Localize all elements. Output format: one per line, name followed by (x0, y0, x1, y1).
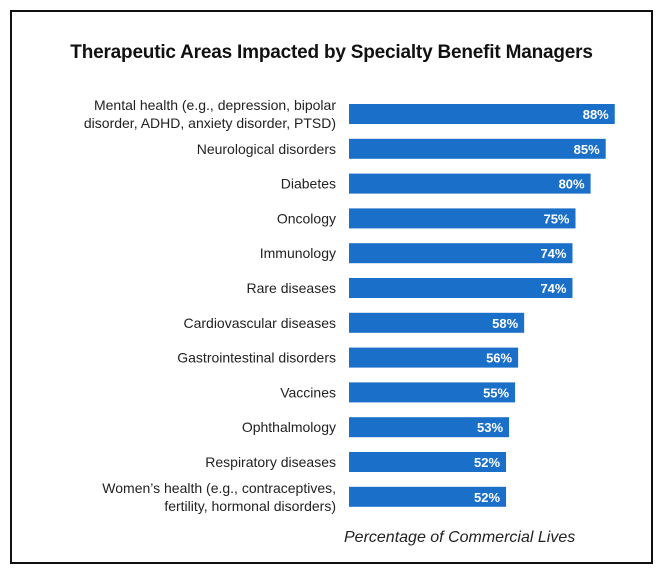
data-label: 74% (540, 281, 566, 296)
data-label: 85% (574, 142, 600, 157)
bar (349, 312, 525, 333)
category-label: Vaccines (280, 384, 336, 400)
bar (349, 382, 516, 403)
category-label: Mental health (e.g., depression, bipolar (94, 97, 336, 113)
bar (349, 452, 507, 472)
category-label: Cardiovascular diseases (183, 315, 336, 331)
bar (349, 104, 615, 124)
category-label: Immunology (260, 245, 336, 261)
category-label: Diabetes (281, 176, 336, 192)
category-label: Women’s health (e.g., contraceptives, (102, 480, 336, 496)
bar (349, 243, 573, 264)
data-label: 52% (474, 455, 500, 470)
bar (349, 278, 573, 298)
bar (349, 138, 606, 159)
x-axis-label: Percentage of Commercial Lives (344, 529, 576, 546)
bar (349, 347, 519, 368)
category-label: Gastrointestinal disorders (177, 350, 336, 366)
data-label: 80% (559, 177, 585, 192)
bar (349, 173, 591, 194)
data-label: 56% (486, 351, 512, 366)
category-label: Rare diseases (247, 280, 337, 296)
data-label: 58% (492, 316, 518, 331)
data-label: 53% (477, 420, 503, 435)
chart-title: Therapeutic Areas Impacted by Specialty … (70, 42, 593, 63)
category-label: Neurological disorders (197, 141, 336, 157)
data-label: 55% (483, 385, 509, 400)
chart-frame (10, 10, 653, 564)
category-label: Respiratory diseases (205, 454, 336, 470)
category-label: disorder, ADHD, anxiety disorder, PTSD) (84, 115, 336, 131)
data-label: 88% (583, 107, 609, 122)
data-label: 75% (543, 211, 569, 226)
bar (349, 417, 510, 438)
data-label: 52% (474, 490, 500, 505)
category-label: Ophthalmology (242, 419, 336, 435)
category-label: Oncology (277, 210, 336, 226)
bar (349, 208, 576, 229)
data-label: 74% (540, 246, 566, 261)
category-label: fertility, hormonal disorders) (164, 498, 336, 514)
bar (349, 486, 507, 507)
